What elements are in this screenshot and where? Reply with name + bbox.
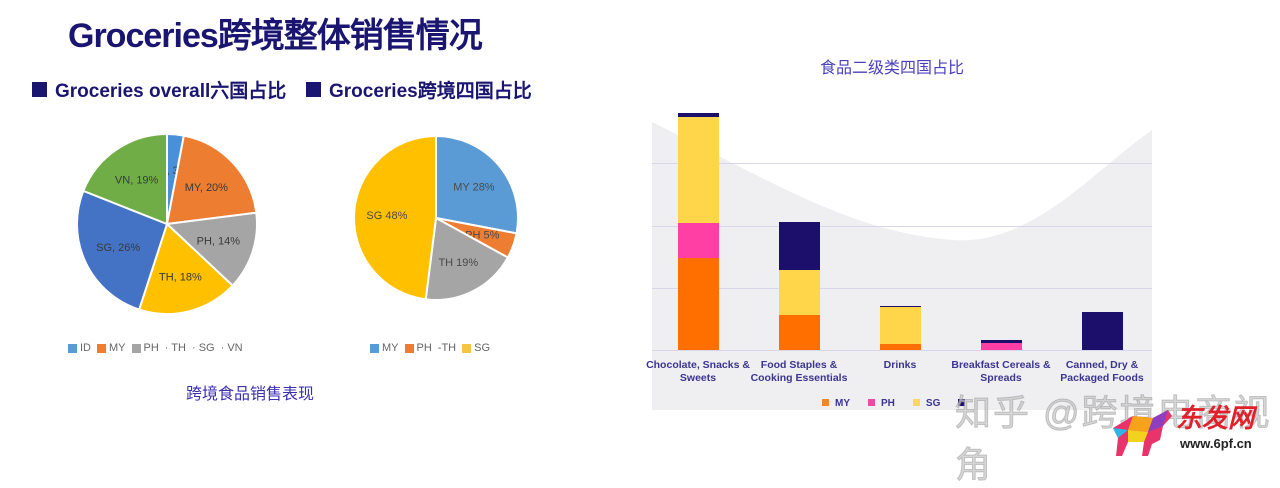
bar-segment-sg [678,117,719,223]
x-axis-label: Breakfast Cereals & Spreads [951,359,1051,384]
pie-chart-overall: ID, 3% MY, 20% PH, 14% TH, 18% SG, 26% VN, 19… [74,128,260,325]
bar-segment-sg [779,270,820,315]
legend-item: -TH [437,342,457,354]
bar-chart-title: 食品二级类四国占比 [820,60,965,77]
bar-segment-my [880,344,921,350]
pie-slice-th [424,216,510,301]
legend-item: MY [97,342,126,354]
legend-swatch-icon [462,343,472,353]
pies-caption: 跨境食品销售表现 [186,386,315,403]
bar-stack [981,340,1022,350]
legend-item: SG [462,342,490,354]
bar-stack [779,222,820,350]
legend-item: ID [68,342,91,354]
subhead-crossborder: Groceries跨境四国占比 [306,76,532,103]
pie-slice-label: MY, 20% [185,182,228,194]
legend-swatch-icon [912,399,920,406]
baseline [652,350,1152,351]
pie-slice-label: PH, 14% [197,236,241,248]
bar-segment-sg [880,307,921,344]
x-axis-label: Drinks [883,359,917,371]
bar-segment-other [1082,312,1123,350]
bar-segment-other [981,340,1022,343]
pie-slice-label: SG, 26% [96,242,140,254]
x-axis-label: Food Staples & Cooking Essentials [750,359,848,384]
x-axis-label: Chocolate, Snacks & Sweets [646,359,750,384]
gridline [652,288,1152,289]
watermark-text: 知乎 @跨境电商视角 [955,392,1272,486]
legend-swatch-icon [370,343,379,353]
bar-chart-legend: MY PH SG [822,398,971,409]
page-title: Groceries跨境整体销售情况 [68,17,483,55]
legend-item: SG [912,398,940,409]
pie-crossborder-legend: MY PH -TH SG [370,342,490,354]
square-bullet-icon [32,82,47,97]
pie-chart-crossborder: MY 28% PH 5% TH 19% SG 48% [352,132,522,313]
bar-segment-other [779,222,820,270]
bar-chart-panel [652,112,1152,410]
legend-swatch-icon [68,343,77,353]
bar-segment-ph [678,223,719,258]
pie-slice-vn [82,132,168,226]
legend-swatch-icon [958,399,966,406]
pie-slice-sg [353,134,437,301]
bar-stack [678,113,719,350]
legend-swatch-icon [131,343,141,353]
bull-logo-icon [1108,408,1178,463]
bar-stack [1082,312,1123,350]
pie-slice-my [165,134,258,226]
legend-item: · SG [191,342,215,354]
logo-text: 东发网 [1176,403,1255,433]
legend-item: PH [404,342,432,354]
pie-slice-label: VN, 19% [115,174,159,186]
bar-segment-my [678,258,719,350]
x-axis-label: Canned, Dry & Packaged Foods [1060,359,1144,384]
subhead-overall: Groceries overall六国占比 [32,76,286,103]
legend-swatch-icon [97,343,106,353]
legend-swatch-icon [868,399,875,406]
pie-slice-label: MY 28% [453,182,495,194]
pie-slice-my [435,134,519,235]
pie-slice-label: TH 19% [438,257,478,269]
pie-slice-sg [76,189,169,311]
background-wave [652,112,1152,241]
bar-segment-other [880,306,921,307]
legend-swatch-icon [822,399,829,406]
pie-slice-th [137,222,235,315]
legend-item: PH [131,342,159,354]
square-bullet-icon [306,82,321,97]
logo-url: www.6pf.cn [1180,436,1252,451]
legend-item: MY [822,398,850,409]
subhead-crossborder-label: Groceries跨境四国占比 [329,81,532,102]
legend-swatch-icon [404,343,414,353]
bar-segment-my [779,315,820,350]
pie-overall-legend: ID MY PH · TH · SG · VN [68,342,243,354]
pie-slice-ph [164,211,258,288]
gridline [652,163,1152,164]
pie-slice-label: SG 48% [366,210,407,222]
legend-item [958,398,971,409]
subhead-overall-label: Groceries overall六国占比 [55,81,287,102]
bar-stack [880,306,921,350]
pie-slice-label: TH, 18% [159,271,202,283]
gridline [652,226,1152,227]
legend-item: · TH [164,342,186,354]
bar-segment-ph [981,343,1022,350]
legend-item: PH [868,398,895,409]
legend-item: MY [370,342,399,354]
legend-item: · VN [220,342,243,354]
bar-segment-other [678,113,719,117]
